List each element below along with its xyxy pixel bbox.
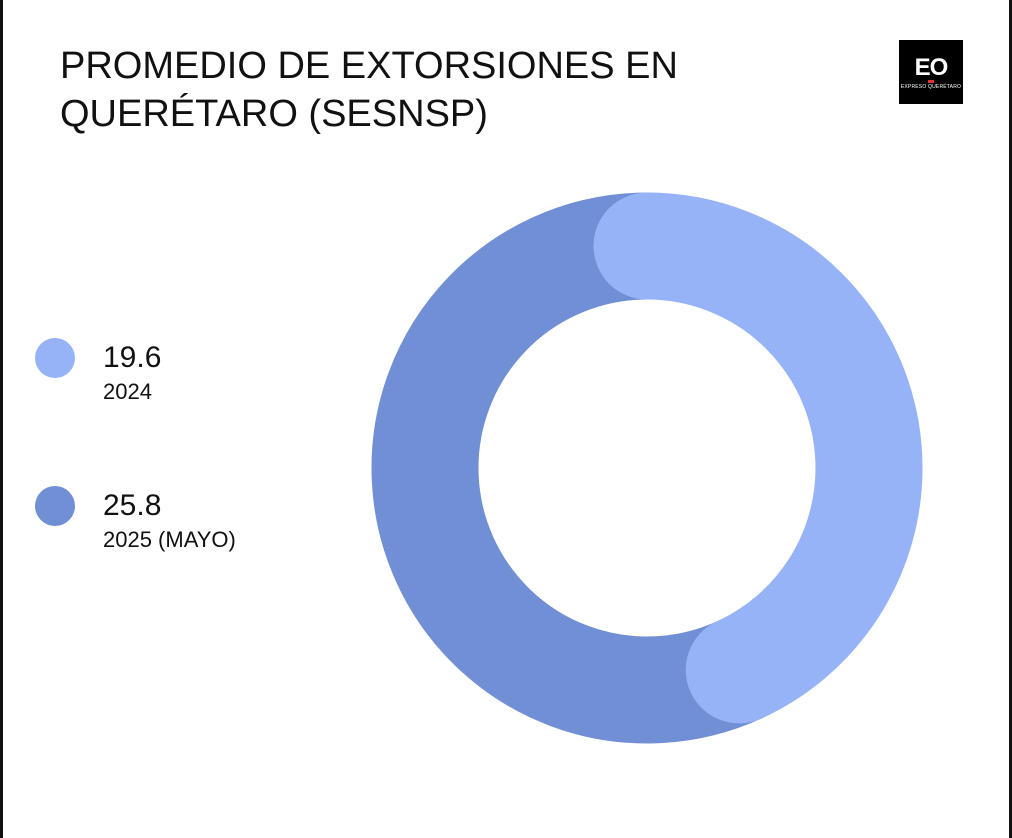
- legend-value-2025: 25.8: [103, 489, 162, 522]
- logo-subtext: EXPRESO QUERÉTARO: [900, 84, 962, 90]
- chart-title: PROMEDIO DE EXTORSIONES EN QUERÉTARO (SE…: [60, 42, 780, 138]
- eo-logo-icon: EO EXPRESO QUERÉTARO: [899, 40, 963, 104]
- chart-title-line-1: PROMEDIO DE EXTORSIONES EN: [60, 45, 678, 87]
- logo-accent: [928, 80, 934, 83]
- legend-label-2025: 2025 (MAYO): [103, 527, 236, 552]
- chart-title-line-2: QUERÉTARO (SESNSP): [60, 93, 488, 135]
- legend-label-2024: 2024: [103, 379, 152, 404]
- donut-slice-2024: [371, 192, 923, 744]
- donut-chart: [371, 192, 923, 744]
- logo-text: EO: [914, 54, 949, 81]
- legend-swatch-2024: [35, 338, 75, 378]
- legend-value-2024: 19.6: [103, 341, 162, 374]
- legend-swatch-2025: [35, 486, 75, 526]
